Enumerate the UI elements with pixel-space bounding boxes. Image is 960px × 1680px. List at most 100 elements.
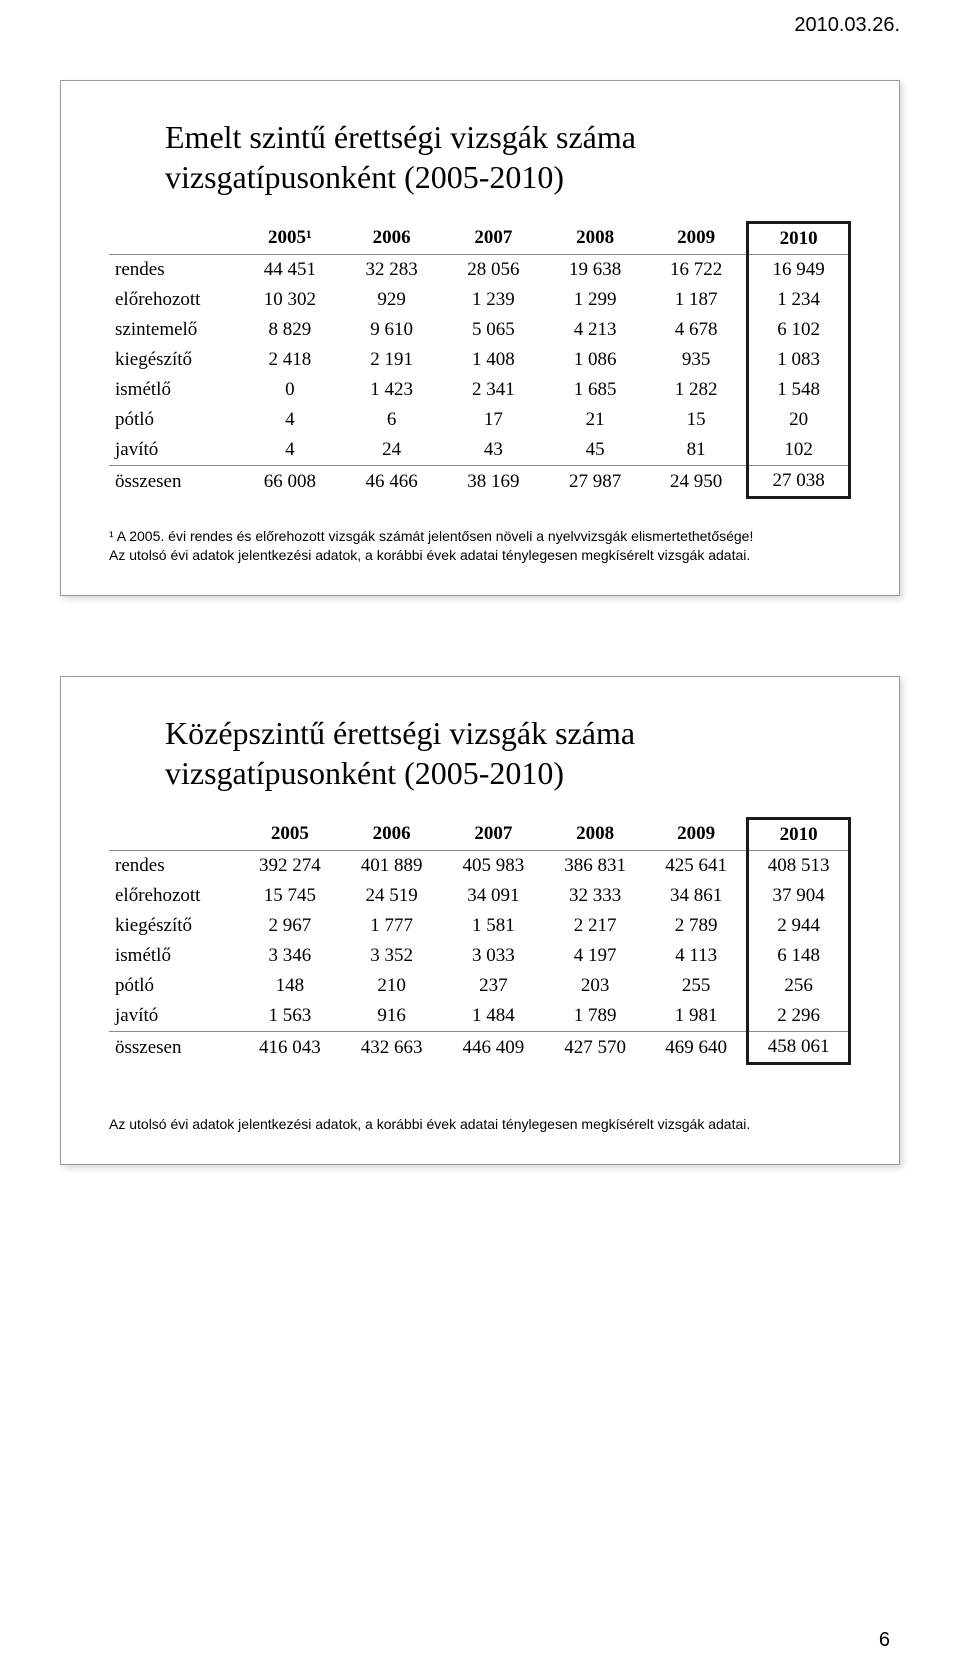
col-header: 2005: [239, 818, 341, 850]
row-label: összesen: [109, 1031, 239, 1063]
cell: 1 981: [646, 1001, 748, 1032]
cell: 4 197: [544, 941, 646, 971]
cell: 210: [341, 971, 443, 1001]
table-row: rendes 44 451 32 283 28 056 19 638 16 72…: [109, 255, 850, 286]
cell: 1 563: [239, 1001, 341, 1032]
cell: 916: [341, 1001, 443, 1032]
cell-last: 6 148: [748, 941, 850, 971]
title-line-2: vizsgatípusonként (2005-2010): [165, 159, 564, 195]
cell: 43: [443, 435, 545, 466]
table-row: előrehozott 15 745 24 519 34 091 32 333 …: [109, 881, 850, 911]
cell: 0: [239, 375, 341, 405]
cell: 17: [443, 405, 545, 435]
cell: 1 484: [443, 1001, 545, 1032]
slide-title: Középszintű érettségi vizsgák száma vizs…: [165, 713, 851, 793]
row-label: szintemelő: [109, 315, 239, 345]
cell: 9 610: [341, 315, 443, 345]
row-label: javító: [109, 435, 239, 466]
cell: 27 987: [544, 466, 646, 498]
slide-kozepszintu: Középszintű érettségi vizsgák száma vizs…: [60, 676, 900, 1165]
page: 2010.03.26. Emelt szintű érettségi vizsg…: [0, 0, 960, 1680]
cell-last: 102: [748, 435, 850, 466]
row-label: előrehozott: [109, 881, 239, 911]
title-line-2: vizsgatípusonként (2005-2010): [165, 755, 564, 791]
cell: 432 663: [341, 1031, 443, 1063]
cell: 24 519: [341, 881, 443, 911]
row-label: előrehozott: [109, 285, 239, 315]
cell: 427 570: [544, 1031, 646, 1063]
slide-title: Emelt szintű érettségi vizsgák száma viz…: [165, 117, 851, 197]
cell: 19 638: [544, 255, 646, 286]
col-header: 2009: [646, 223, 748, 255]
slide-emelt: Emelt szintű érettségi vizsgák száma viz…: [60, 80, 900, 596]
cell: 34 091: [443, 881, 545, 911]
row-label: pótló: [109, 971, 239, 1001]
cell: 32 333: [544, 881, 646, 911]
cell: 46 466: [341, 466, 443, 498]
cell: 8 829: [239, 315, 341, 345]
row-label: rendes: [109, 255, 239, 286]
cell: 401 889: [341, 850, 443, 881]
cell: 4 113: [646, 941, 748, 971]
cell: 2 418: [239, 345, 341, 375]
cell: 1 299: [544, 285, 646, 315]
title-line-1: Középszintű érettségi vizsgák száma: [165, 715, 635, 751]
row-label: kiegészítő: [109, 345, 239, 375]
cell: 3 352: [341, 941, 443, 971]
cell: 935: [646, 345, 748, 375]
cell: 16 722: [646, 255, 748, 286]
cell: 929: [341, 285, 443, 315]
cell: 38 169: [443, 466, 545, 498]
cell: 1 408: [443, 345, 545, 375]
cell: 2 789: [646, 911, 748, 941]
cell: 237: [443, 971, 545, 1001]
col-header: 2006: [341, 818, 443, 850]
table-row: kiegészítő 2 967 1 777 1 581 2 217 2 789…: [109, 911, 850, 941]
cell-last: 458 061: [748, 1031, 850, 1063]
table-body: rendes 392 274 401 889 405 983 386 831 4…: [109, 850, 850, 1063]
cell-last: 20: [748, 405, 850, 435]
table-row: kiegészítő 2 418 2 191 1 408 1 086 935 1…: [109, 345, 850, 375]
cell: 3 346: [239, 941, 341, 971]
cell: 148: [239, 971, 341, 1001]
cell: 203: [544, 971, 646, 1001]
cell: 34 861: [646, 881, 748, 911]
cell-last: 408 513: [748, 850, 850, 881]
cell-last: 1 548: [748, 375, 850, 405]
cell-last: 27 038: [748, 466, 850, 498]
footnote-block: ¹ A 2005. évi rendes és előrehozott vizs…: [109, 527, 851, 565]
row-label: ismétlő: [109, 375, 239, 405]
row-label: összesen: [109, 466, 239, 498]
cell: 4: [239, 405, 341, 435]
table-row: ismétlő 3 346 3 352 3 033 4 197 4 113 6 …: [109, 941, 850, 971]
col-header: 2006: [341, 223, 443, 255]
header-date: 2010.03.26.: [794, 14, 900, 37]
cell: 416 043: [239, 1031, 341, 1063]
col-header: 2008: [544, 223, 646, 255]
cell: 15: [646, 405, 748, 435]
table-emelt: 2005¹ 2006 2007 2008 2009 2010 rendes 44…: [109, 221, 851, 499]
cell: 4: [239, 435, 341, 466]
title-line-1: Emelt szintű érettségi vizsgák száma: [165, 119, 636, 155]
cell: 1 581: [443, 911, 545, 941]
cell: 2 341: [443, 375, 545, 405]
cell: 2 967: [239, 911, 341, 941]
cell: 1 423: [341, 375, 443, 405]
footnote-line-2: Az utolsó évi adatok jelentkezési adatok…: [109, 546, 851, 565]
footnote-block: Az utolsó évi adatok jelentkezési adatok…: [109, 1115, 851, 1134]
table-kozepszintu: 2005 2006 2007 2008 2009 2010 rendes 392…: [109, 817, 851, 1065]
cell: 28 056: [443, 255, 545, 286]
footnote-line: Az utolsó évi adatok jelentkezési adatok…: [109, 1115, 851, 1134]
cell: 1 239: [443, 285, 545, 315]
cell: 446 409: [443, 1031, 545, 1063]
cell: 24 950: [646, 466, 748, 498]
cell: 1 685: [544, 375, 646, 405]
cell: 15 745: [239, 881, 341, 911]
footnote-line-1: ¹ A 2005. évi rendes és előrehozott vizs…: [109, 527, 851, 546]
cell: 2 191: [341, 345, 443, 375]
table-row: pótló 148 210 237 203 255 256: [109, 971, 850, 1001]
cell: 386 831: [544, 850, 646, 881]
table-row-total: összesen 416 043 432 663 446 409 427 570…: [109, 1031, 850, 1063]
row-label: kiegészítő: [109, 911, 239, 941]
table-row: pótló 4 6 17 21 15 20: [109, 405, 850, 435]
